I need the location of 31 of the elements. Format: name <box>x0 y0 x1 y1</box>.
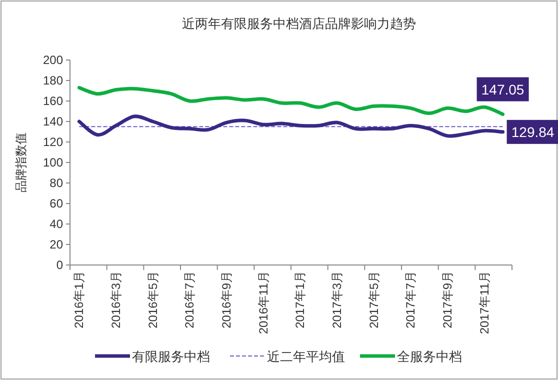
y-tick-label: 200 <box>42 53 64 67</box>
x-tick-label: 2017年9月 <box>440 271 455 328</box>
y-axis-title: 品牌指数值 <box>14 132 28 192</box>
x-tick-label: 2017年3月 <box>330 271 344 328</box>
legend-label: 有限服务中档 <box>132 349 210 364</box>
y-tick-label: 40 <box>50 217 64 231</box>
x-tick-label: 2016年9月 <box>220 271 234 328</box>
chart-title: 近两年有限服务中档酒店品牌影响力趋势 <box>182 16 416 31</box>
legend-label: 近二年平均值 <box>267 349 345 364</box>
y-tick-label: 80 <box>50 176 64 190</box>
y-tick-label: 140 <box>42 114 64 128</box>
x-tick-label: 2017年5月 <box>366 271 381 328</box>
x-tick-label: 2017年7月 <box>404 271 418 328</box>
x-tick-label: 2017年11月 <box>477 271 492 334</box>
y-tick-label: 0 <box>56 258 64 272</box>
x-tick-label: 2016年7月 <box>182 271 197 328</box>
x-tick-label: 2016年11月 <box>256 271 270 334</box>
y-tick-label: 60 <box>50 196 64 210</box>
y-tick-label: 160 <box>42 94 64 108</box>
x-tick-label: 2016年3月 <box>109 271 124 328</box>
data-label: 129.84 <box>511 124 554 140</box>
x-tick-label: 2017年1月 <box>293 271 308 328</box>
data-label: 147.05 <box>481 81 524 98</box>
legend-label: 全服务中档 <box>397 349 462 364</box>
y-tick-label: 100 <box>42 156 64 170</box>
line-series <box>77 114 505 138</box>
y-tick-label: 180 <box>42 74 64 88</box>
x-tick-label: 2016年1月 <box>72 271 86 328</box>
y-tick-label: 20 <box>50 238 64 252</box>
x-tick-label: 2016年5月 <box>146 271 160 328</box>
y-tick-label: 120 <box>42 135 64 149</box>
